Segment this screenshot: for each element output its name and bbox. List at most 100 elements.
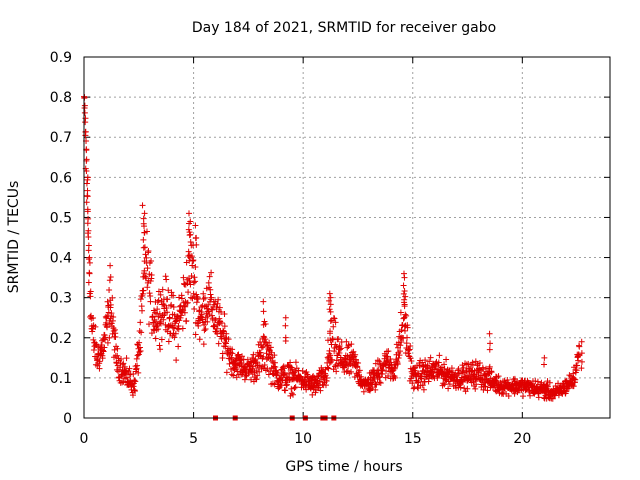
- data-point: [266, 339, 273, 346]
- data-point: [247, 358, 254, 365]
- data-point: [141, 229, 148, 236]
- data-point: [247, 362, 254, 369]
- data-point: [107, 274, 114, 281]
- data-point: [372, 360, 379, 367]
- data-point: [398, 327, 405, 334]
- data-point: [435, 359, 442, 366]
- data-point: [322, 372, 329, 379]
- data-point: [84, 206, 91, 213]
- data-point: [81, 102, 88, 109]
- data-point: [211, 322, 218, 329]
- data-point: [214, 300, 221, 307]
- data-point: [202, 326, 209, 333]
- data-point: [144, 284, 151, 291]
- data-point: [281, 369, 288, 376]
- data-point: [186, 278, 193, 285]
- data-point: [118, 355, 125, 362]
- data-point: [464, 372, 471, 379]
- data-point: [160, 316, 167, 323]
- data-point: [178, 295, 185, 302]
- data-point: [287, 392, 294, 399]
- x-tick-label: 15: [404, 431, 422, 447]
- data-point: [241, 376, 248, 383]
- data-point: [420, 386, 427, 393]
- data-point: [192, 331, 199, 338]
- data-point: [441, 361, 448, 368]
- data-point: [100, 348, 107, 355]
- x-axis-ticks: 0 5 10 15 20: [80, 57, 531, 447]
- data-point: [415, 385, 422, 392]
- data-point: [215, 296, 222, 303]
- data-point: [448, 365, 455, 372]
- data-point: [187, 231, 194, 238]
- data-point: [99, 355, 106, 362]
- data-point: [86, 254, 93, 261]
- data-point: [405, 347, 412, 354]
- data-point: [186, 252, 193, 259]
- data-point: [486, 365, 493, 372]
- data-point: [136, 339, 143, 346]
- data-point: [191, 305, 198, 312]
- data-point: [292, 384, 299, 391]
- y-tick-label: 0.6: [50, 170, 72, 186]
- data-point: [288, 385, 295, 392]
- data-point: [575, 351, 582, 358]
- data-point: [385, 348, 392, 355]
- data-point: [148, 258, 155, 265]
- data-point: [200, 295, 207, 302]
- data-point: [292, 359, 299, 366]
- data-point: [147, 292, 154, 299]
- data-point: [123, 355, 130, 362]
- data-point: [96, 358, 103, 365]
- y-tick-label: 0.3: [50, 291, 72, 307]
- data-point: [193, 234, 200, 241]
- data-point: [446, 381, 453, 388]
- data-point: [325, 365, 332, 372]
- data-point: [345, 341, 352, 348]
- data-point: [279, 364, 286, 371]
- data-point: [218, 320, 225, 327]
- data-point: [84, 230, 91, 237]
- data-point: [126, 365, 133, 372]
- data-point: [275, 385, 282, 392]
- data-point: [175, 343, 182, 350]
- data-point: [400, 282, 407, 289]
- data-point: [534, 378, 541, 385]
- data-point: [99, 347, 106, 354]
- data-point: [98, 344, 105, 351]
- data-point: [403, 340, 410, 347]
- data-point: [572, 376, 579, 383]
- data-point: [132, 378, 139, 385]
- data-point: [166, 323, 173, 330]
- data-point: [86, 259, 93, 266]
- data-point: [155, 288, 162, 295]
- data-point: [135, 369, 142, 376]
- data-point: [441, 381, 448, 388]
- data-point: [287, 359, 294, 366]
- data-point: [482, 383, 489, 390]
- data-point: [333, 343, 340, 350]
- data-point: [165, 287, 172, 294]
- data-point: [372, 381, 379, 388]
- x-tick-label: 20: [513, 431, 531, 447]
- data-point: [486, 346, 493, 353]
- data-point: [187, 239, 194, 246]
- data-point: [376, 379, 383, 386]
- data-point: [331, 315, 338, 322]
- data-point: [271, 352, 278, 359]
- data-point: [104, 324, 111, 331]
- data-point: [107, 304, 114, 311]
- data-point: [157, 320, 164, 327]
- data-point: [114, 345, 121, 352]
- y-axis-label: SRMTID / TECUs: [6, 181, 22, 294]
- data-point: [253, 376, 260, 383]
- data-point: [138, 329, 145, 336]
- data-point: [106, 277, 113, 284]
- data-point: [201, 327, 208, 334]
- data-point: [258, 344, 265, 351]
- data-point: [276, 381, 283, 388]
- data-point: [578, 358, 585, 365]
- data-point: [355, 359, 362, 366]
- data-point: [146, 321, 153, 328]
- data-point: [384, 357, 391, 364]
